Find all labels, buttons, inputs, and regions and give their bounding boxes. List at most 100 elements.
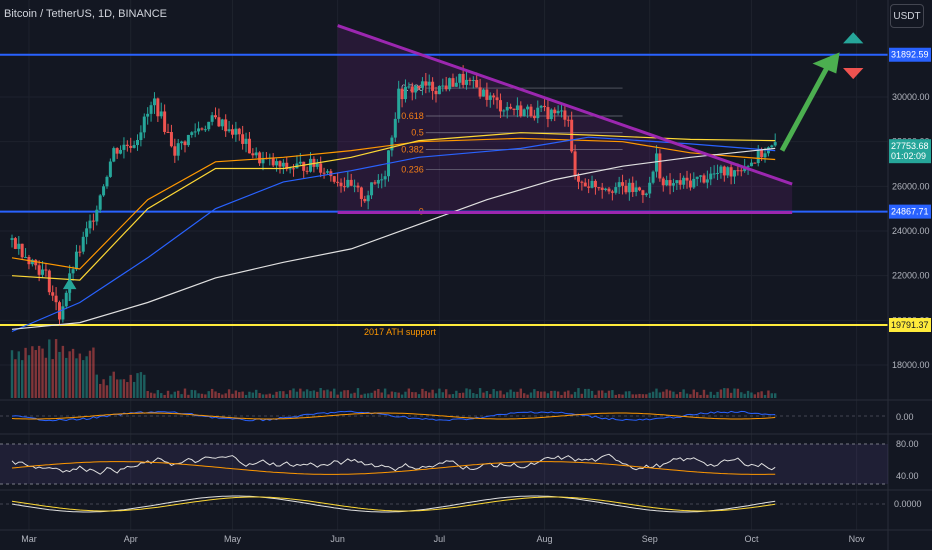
volume-bar <box>394 392 397 398</box>
volume-bar <box>770 393 774 398</box>
time-axis-label: Nov <box>849 534 866 544</box>
volume-bar <box>434 393 438 398</box>
candle-body <box>85 228 89 237</box>
fib-level-label: 0.618 <box>401 111 424 121</box>
volume-bar <box>44 357 48 398</box>
candle-body <box>617 182 621 188</box>
rsi-tick-label: 80.00 <box>896 439 919 449</box>
candle-body <box>695 176 699 179</box>
moving-average-line <box>11 147 776 330</box>
candle-body <box>183 141 187 146</box>
volume-bar <box>455 390 458 398</box>
volume-bar <box>675 394 679 398</box>
up-marker-icon <box>843 32 864 44</box>
volume-bar <box>149 392 153 398</box>
volume-bar <box>611 390 614 398</box>
candle-body <box>590 180 594 188</box>
candle-body <box>390 137 394 151</box>
candle-body <box>190 132 194 135</box>
candle-body <box>258 152 262 164</box>
volume-bar <box>20 360 24 398</box>
candle-body <box>448 78 452 90</box>
candle-body <box>437 85 441 95</box>
buy-marker-icon <box>62 277 77 290</box>
candle-body <box>51 292 55 296</box>
candle-body <box>610 191 614 193</box>
volume-bar <box>360 394 363 398</box>
candle-body <box>583 182 587 187</box>
candle-body <box>634 187 638 192</box>
volume-bar <box>563 391 567 398</box>
candle-body <box>95 209 99 222</box>
candle-body <box>427 81 431 86</box>
candle-body <box>315 163 319 167</box>
osc1-tick-label: 0.00 <box>896 412 914 422</box>
candle-body <box>47 270 51 293</box>
candle-body <box>91 220 95 222</box>
volume-bar <box>536 391 539 398</box>
candle-body <box>119 149 123 154</box>
volume-bar <box>624 391 628 398</box>
candle-body <box>227 129 231 132</box>
volume-bar <box>597 390 601 398</box>
candle-body <box>563 110 567 120</box>
volume-bar <box>363 393 366 398</box>
candle-body <box>739 170 743 172</box>
candle-body <box>576 176 580 182</box>
volume-bar <box>292 388 295 398</box>
candle-body <box>125 144 129 146</box>
price-tick-label: 24000.00 <box>892 226 930 236</box>
triangle-upper-line <box>337 24 793 186</box>
volume-bar <box>339 391 343 398</box>
candle-body <box>376 179 380 184</box>
volume-bar <box>75 358 78 398</box>
candle-body <box>169 132 173 147</box>
candle-body <box>173 146 177 156</box>
currency-button[interactable]: USDT <box>890 4 924 28</box>
candle-body <box>760 149 764 158</box>
candle-body <box>722 166 726 176</box>
volume-bar <box>387 394 390 398</box>
volume-bar <box>231 393 234 398</box>
candle-body <box>532 115 536 119</box>
volume-bar <box>458 393 461 398</box>
volume-bar <box>699 394 702 398</box>
volume-bar <box>614 394 617 398</box>
volume-bar <box>170 394 173 398</box>
volume-bar <box>350 393 353 398</box>
volume-bar <box>672 391 675 398</box>
volume-bar <box>404 391 407 398</box>
moving-average-line <box>11 136 776 333</box>
volume-bar <box>560 394 563 398</box>
volume-bar <box>441 392 444 398</box>
price-tag <box>889 204 931 219</box>
candle-body <box>485 89 489 100</box>
candle-body <box>756 149 760 164</box>
fib-level-label: 0.5 <box>411 128 424 138</box>
candle-body <box>600 187 604 190</box>
candle-body <box>417 85 421 88</box>
candle-body <box>498 100 502 112</box>
volume-bar <box>112 371 115 398</box>
volume-bar <box>407 388 411 398</box>
volume-bar <box>214 391 217 398</box>
candle-body <box>580 181 584 183</box>
volume-bar <box>594 394 597 398</box>
candle-body <box>726 167 730 176</box>
rsi-line <box>11 453 776 475</box>
volume-bar <box>126 382 129 398</box>
candle-body <box>475 79 479 88</box>
volume-bar <box>512 391 516 398</box>
volume-bar <box>190 389 193 398</box>
volume-bar <box>655 388 658 398</box>
candle-body <box>254 152 258 156</box>
candle-body <box>380 179 384 181</box>
candle-body <box>210 115 214 122</box>
price-tick-label: 26000.00 <box>892 181 930 191</box>
volume-bar <box>750 392 753 398</box>
volume-bar <box>295 391 299 398</box>
fib-level-label: 0.382 <box>401 144 424 154</box>
candle-body <box>661 178 665 186</box>
volume-bar <box>282 391 285 398</box>
